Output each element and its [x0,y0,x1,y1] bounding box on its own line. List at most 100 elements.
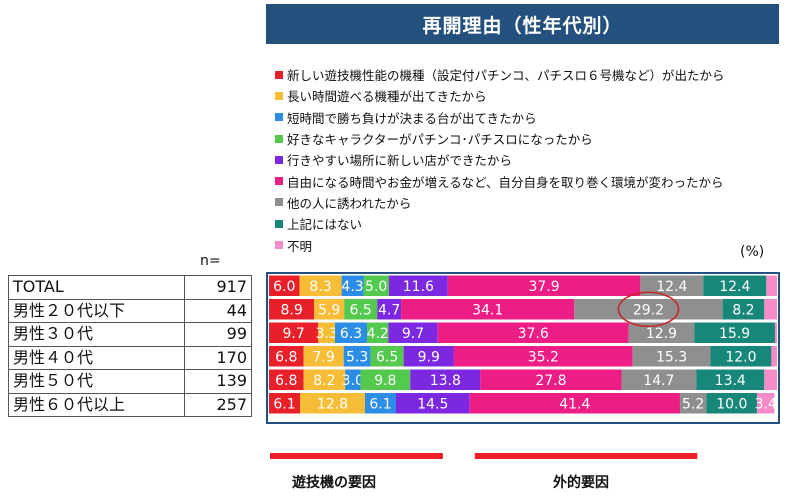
legend-label: 他の人に誘われたから [287,195,412,211]
bar-segment [722,299,765,320]
bar-segment [469,393,680,414]
legend-swatch [275,241,283,250]
bar-segment [365,393,396,414]
legend-swatch [275,91,283,100]
data-label: 15.9 [719,326,750,342]
factor-bar-external [474,453,698,459]
legend-item: 上記にはない [275,213,725,234]
bar-segment [764,369,777,390]
row-n: 99 [184,322,252,347]
bar-segment [269,299,315,320]
legend-label: 行きやすい場所に新しい店ができたから [287,153,513,169]
bar-segment [299,275,342,296]
legend-swatch [275,155,283,164]
factor-label-external: 外的要因 [553,475,609,491]
bar-segment [766,275,777,296]
bar-segment [696,369,765,390]
table-row: 男性２０代以下 44 [8,298,252,323]
data-label: 6.1 [273,397,295,413]
factor-bar-machine [270,453,443,459]
row-n: 44 [184,298,252,323]
bar-segment [706,393,758,414]
data-label: 3.0 [342,373,364,389]
legend-swatch [275,113,283,122]
legend-item: 行きやすい場所に新しい店ができたから [275,149,725,170]
bar-segment [388,275,448,296]
bar-segment [453,346,633,367]
data-label: 8.2 [732,303,754,319]
legend-label: 上記にはない [287,217,363,233]
bar-segment [269,322,319,343]
legend-swatch [275,219,283,228]
bar-segment [377,299,402,320]
bar-segment [771,346,777,367]
table-row: 男性５０代 139 [8,369,252,394]
legend-swatch [275,198,283,207]
table-row: 男性４０代 170 [8,345,252,370]
data-label: 15.3 [656,350,687,366]
data-label: 8.2 [313,373,335,389]
data-label: 37.6 [518,326,549,342]
legend-swatch [275,177,283,186]
legend-label: 不明 [287,238,313,254]
bar-segment [344,299,378,320]
bar-segment [757,393,775,414]
bar-segment [341,275,364,296]
legend-label: 自由になる時間やお金が増えるなど、自分自身を取り巻く環境が変わったから [287,174,724,190]
data-label: 6.3 [340,326,362,342]
data-label: 8.9 [280,303,302,319]
bar-segment [299,393,366,414]
bar-segment [710,346,772,367]
bar-segment [621,369,697,390]
data-label: 35.2 [528,350,559,366]
data-label: 11.6 [403,279,434,295]
data-label: 3.4 [755,397,777,413]
bar-segment [360,369,411,390]
bar-segment [343,346,371,367]
data-label: 9.9 [418,350,440,366]
category-table: TOTAL 917 男性２０代以下 44 男性３０代 99 男性４０代 170 男性５０… [8,275,252,417]
data-label: 12.4 [656,279,687,295]
row-label: 男性５０代 [8,369,185,394]
table-row: 男性３０代 99 [8,322,252,347]
row-n: 917 [184,275,252,300]
bar-segment [447,275,641,296]
data-label: 6.5 [376,350,398,366]
bar-segment [703,275,767,296]
bar-segment [396,393,470,414]
legend-item: 好きなキャラクターがパチンコ･パチスロになったから [275,128,725,149]
data-label: 5.2 [682,397,704,413]
bar-segment [269,369,304,390]
bar-segment [269,393,300,414]
data-label: 12.4 [719,279,750,295]
data-label: 10.0 [716,397,747,413]
unit-label: (%) [740,244,765,260]
bar-segment [303,369,346,390]
bar-segment [303,346,344,367]
row-label: 男性２０代以下 [8,298,185,323]
bar-segment [694,322,775,343]
data-label: 5.3 [346,350,368,366]
bar-segment [679,393,707,414]
data-label: 9.7 [283,326,305,342]
data-label: 9.7 [402,326,424,342]
legend-item: 自由になる時間やお金が増えるなど、自分自身を取り巻く環境が変わったから [275,170,725,191]
data-label: 14.7 [643,373,674,389]
data-label: 12.9 [646,326,677,342]
data-label: 6.8 [275,373,297,389]
bar-segment [318,322,336,343]
data-label: 6.0 [273,279,295,295]
bar-segment [410,369,481,390]
bar-segment [367,322,389,343]
data-label: 41.4 [559,397,590,413]
row-label: 男性３０代 [8,322,185,347]
bar-segment [628,322,695,343]
bar-segment [269,275,300,296]
data-label: 12.8 [317,397,348,413]
data-label: 6.8 [275,350,297,366]
legend-item: 短時間で勝ち負けが決まる台が出てきたから [275,107,725,128]
data-label: 5.0 [365,279,387,295]
row-n: 257 [184,392,252,417]
legend-item: 不明 [275,234,725,255]
bar-segment [345,369,361,390]
